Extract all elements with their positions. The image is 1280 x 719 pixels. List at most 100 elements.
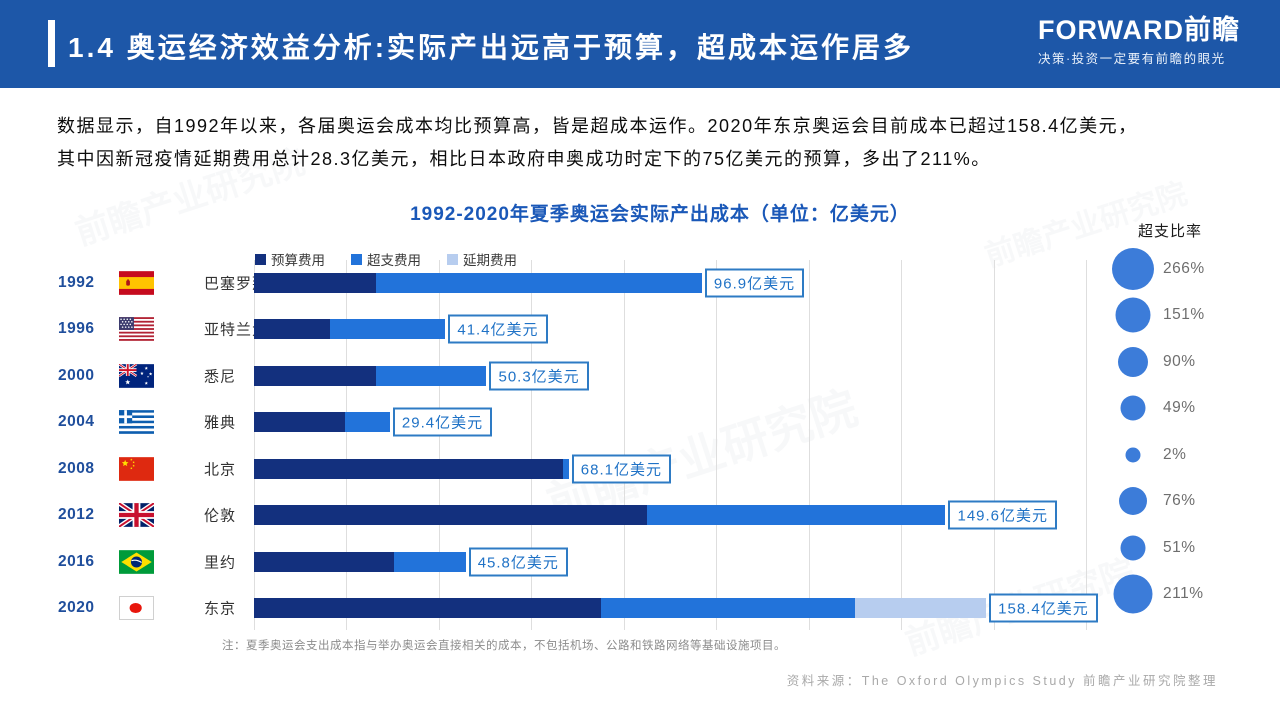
city-label: 北京 — [204, 461, 237, 478]
bar-segment-overrun — [394, 551, 466, 572]
value-label: 29.4亿美元 — [392, 407, 493, 437]
legend-label: 超支费用 — [367, 253, 421, 268]
legend-label: 预算费用 — [271, 253, 325, 268]
overrun-ratio-circle — [1118, 346, 1148, 377]
bar-segment-overrun — [330, 319, 446, 339]
brand-block: FORWARD前瞻 决策·投资一定要有前瞻的眼光 — [1038, 15, 1240, 67]
flag-greece-icon — [119, 410, 154, 434]
title-accent-bar — [48, 20, 55, 67]
value-label: 149.6亿美元 — [948, 500, 1058, 530]
city-label: 里约 — [204, 554, 237, 571]
value-label: 96.9亿美元 — [704, 268, 805, 297]
city-label: 巴塞罗那 — [204, 275, 269, 292]
bar-segment-budget — [254, 505, 647, 525]
intro-line-1: 数据显示，自1992年以来，各届奥运会成本均比预算高，皆是超成本运作。2020年… — [57, 116, 1138, 136]
legend-item: 预算费用 — [255, 249, 325, 269]
overrun-ratio-label: 90% — [1163, 352, 1196, 370]
overrun-ratio-circle — [1120, 535, 1146, 560]
flag-australia — [119, 363, 154, 388]
brand-tagline: 决策·投资一定要有前瞻的眼光 — [1038, 52, 1226, 66]
overrun-ratio-label: 266% — [1163, 259, 1205, 277]
overrun-ratio-label: 76% — [1163, 492, 1196, 509]
legend-swatch-1 — [255, 253, 266, 265]
overrun-ratio-circle — [1125, 447, 1141, 462]
value-label: 158.4亿美元 — [989, 593, 1098, 623]
bar-segment-overrun — [646, 505, 946, 525]
city-label: 亚特兰大 — [204, 321, 269, 339]
flag-china — [119, 456, 154, 481]
axis-gridline — [901, 260, 903, 630]
flag-spain — [119, 270, 154, 295]
flag-brazil — [119, 549, 154, 574]
bar-segment-budget — [254, 598, 601, 618]
bar-segment-overrun — [345, 412, 390, 432]
bar-segment-budget — [254, 365, 377, 386]
axis-gridline — [716, 260, 718, 630]
chart-title: 1992-2020年夏季奥运会实际产出成本（单位：亿美元） — [410, 204, 910, 225]
intro-line-2: 其中因新冠疫情延期费用总计28.3亿美元，相比日本政府申奥成功时定下的75亿美元… — [57, 149, 991, 169]
legend-swatch-2 — [351, 253, 362, 265]
ratio-column-title: 超支比率 — [1137, 223, 1202, 240]
bar-segment-overrun — [600, 598, 856, 618]
overrun-ratio-label: 211% — [1163, 585, 1204, 602]
flag-usa — [119, 317, 154, 341]
legend-item: 超支费用 — [351, 249, 421, 269]
legend-label: 延期费用 — [463, 253, 517, 268]
chart-legend: 预算费用 超支费用 延期费用 — [255, 249, 517, 269]
axis-gridline — [808, 260, 810, 630]
flag-brazil-icon — [119, 549, 154, 574]
overrun-ratio-label: 51% — [1163, 538, 1196, 556]
overrun-ratio-circle — [1120, 395, 1146, 421]
year-label: 2016 — [58, 552, 95, 570]
flag-uk — [119, 503, 154, 527]
flag-uk-icon — [119, 503, 154, 527]
axis-gridline — [438, 260, 440, 630]
year-label: 2020 — [58, 599, 95, 616]
flag-china-icon — [119, 456, 154, 481]
bar-segment-overrun — [562, 458, 569, 479]
flag-usa-icon — [119, 317, 154, 341]
bar-segment-budget — [254, 272, 377, 293]
bar-segment-budget — [254, 319, 331, 339]
overrun-ratio-circle — [1112, 247, 1154, 290]
city-label: 东京 — [204, 600, 237, 618]
data-source: 资料来源：The Oxford Olympics Study 前瞻产业研究院整理 — [786, 674, 1218, 688]
overrun-ratio-label: 49% — [1163, 399, 1196, 416]
bar-segment-overrun — [376, 272, 702, 293]
legend-swatch-3 — [447, 253, 458, 265]
axis-gridline — [623, 260, 625, 630]
flag-australia-icon — [119, 363, 154, 388]
value-label: 50.3亿美元 — [489, 361, 589, 390]
bar-segment-budget — [254, 412, 346, 432]
axis-gridline — [254, 260, 255, 630]
intro-paragraph: 数据显示，自1992年以来，各届奥运会成本均比预算高，皆是超成本运作。2020年… — [57, 110, 1232, 176]
overrun-ratio-label: 151% — [1163, 306, 1205, 323]
axis-gridline — [346, 260, 348, 630]
city-label: 雅典 — [204, 414, 237, 432]
bar-segment-budget — [254, 458, 563, 479]
overrun-ratio-circle — [1113, 574, 1153, 614]
legend-item: 延期费用 — [447, 249, 517, 269]
axis-gridline — [993, 260, 995, 630]
axis-gridline — [1086, 260, 1087, 630]
flag-spain-icon — [119, 270, 154, 295]
flag-japan-icon — [119, 596, 154, 620]
chart-footnote: 注：夏季奥运会支出成本指与举办奥运会直接相关的成本，不包括机场、公路和铁路网络等… — [222, 640, 786, 652]
year-label: 2012 — [58, 506, 95, 523]
year-label: 2004 — [58, 413, 95, 430]
year-label: 2008 — [58, 459, 95, 477]
city-label: 伦敦 — [204, 507, 237, 525]
value-label: 41.4亿美元 — [448, 314, 548, 344]
page-title: 1.4 奥运经济效益分析:实际产出远高于预算，超成本运作居多 — [68, 32, 915, 63]
flag-greece — [119, 410, 154, 434]
overrun-ratio-circle — [1115, 297, 1151, 333]
overrun-ratio-label: 2% — [1163, 445, 1187, 463]
city-label: 悉尼 — [204, 368, 237, 385]
value-label: 45.8亿美元 — [468, 547, 568, 576]
bar-segment-delay — [855, 598, 987, 618]
year-label: 1996 — [58, 320, 95, 337]
year-label: 2000 — [58, 366, 95, 384]
header-bar: 1.4 奥运经济效益分析:实际产出远高于预算，超成本运作居多 FORWARD前瞻… — [0, 0, 1280, 88]
axis-gridline — [531, 260, 533, 630]
